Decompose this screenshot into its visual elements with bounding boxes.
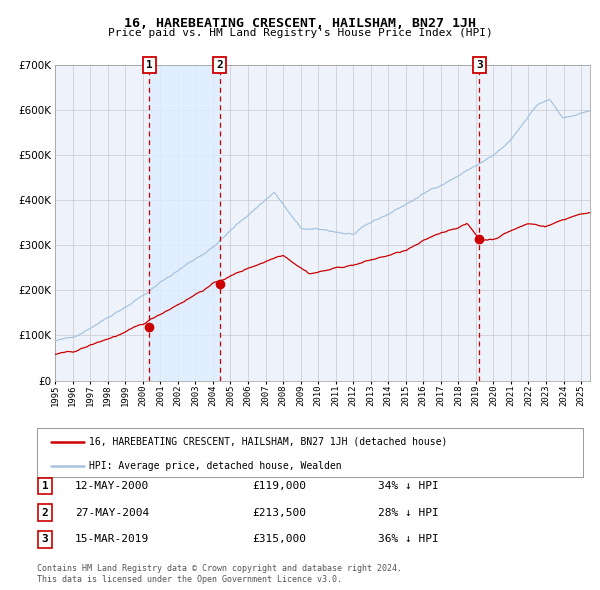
Text: £315,000: £315,000 [252, 535, 306, 544]
Text: 34% ↓ HPI: 34% ↓ HPI [378, 481, 439, 491]
Text: 16, HAREBEATING CRESCENT, HAILSHAM, BN27 1JH (detached house): 16, HAREBEATING CRESCENT, HAILSHAM, BN27… [89, 437, 448, 447]
Text: 36% ↓ HPI: 36% ↓ HPI [378, 535, 439, 544]
Text: 16, HAREBEATING CRESCENT, HAILSHAM, BN27 1JH: 16, HAREBEATING CRESCENT, HAILSHAM, BN27… [124, 17, 476, 30]
Text: 1: 1 [41, 481, 49, 491]
Bar [149, 65, 220, 381]
Text: 15-MAR-2019: 15-MAR-2019 [75, 535, 149, 544]
Text: 27-MAY-2004: 27-MAY-2004 [75, 508, 149, 517]
Text: 2: 2 [41, 508, 49, 517]
Text: 28% ↓ HPI: 28% ↓ HPI [378, 508, 439, 517]
Text: 2: 2 [217, 60, 223, 70]
Text: Price paid vs. HM Land Registry's House Price Index (HPI): Price paid vs. HM Land Registry's House … [107, 28, 493, 38]
Text: 3: 3 [476, 60, 483, 70]
Text: HPI: Average price, detached house, Wealden: HPI: Average price, detached house, Weal… [89, 461, 341, 471]
Text: Contains HM Land Registry data © Crown copyright and database right 2024.: Contains HM Land Registry data © Crown c… [37, 565, 402, 573]
Text: 1: 1 [146, 60, 152, 70]
Text: £119,000: £119,000 [252, 481, 306, 491]
Text: 12-MAY-2000: 12-MAY-2000 [75, 481, 149, 491]
Text: £213,500: £213,500 [252, 508, 306, 517]
Text: 3: 3 [41, 535, 49, 544]
Text: This data is licensed under the Open Government Licence v3.0.: This data is licensed under the Open Gov… [37, 575, 342, 584]
